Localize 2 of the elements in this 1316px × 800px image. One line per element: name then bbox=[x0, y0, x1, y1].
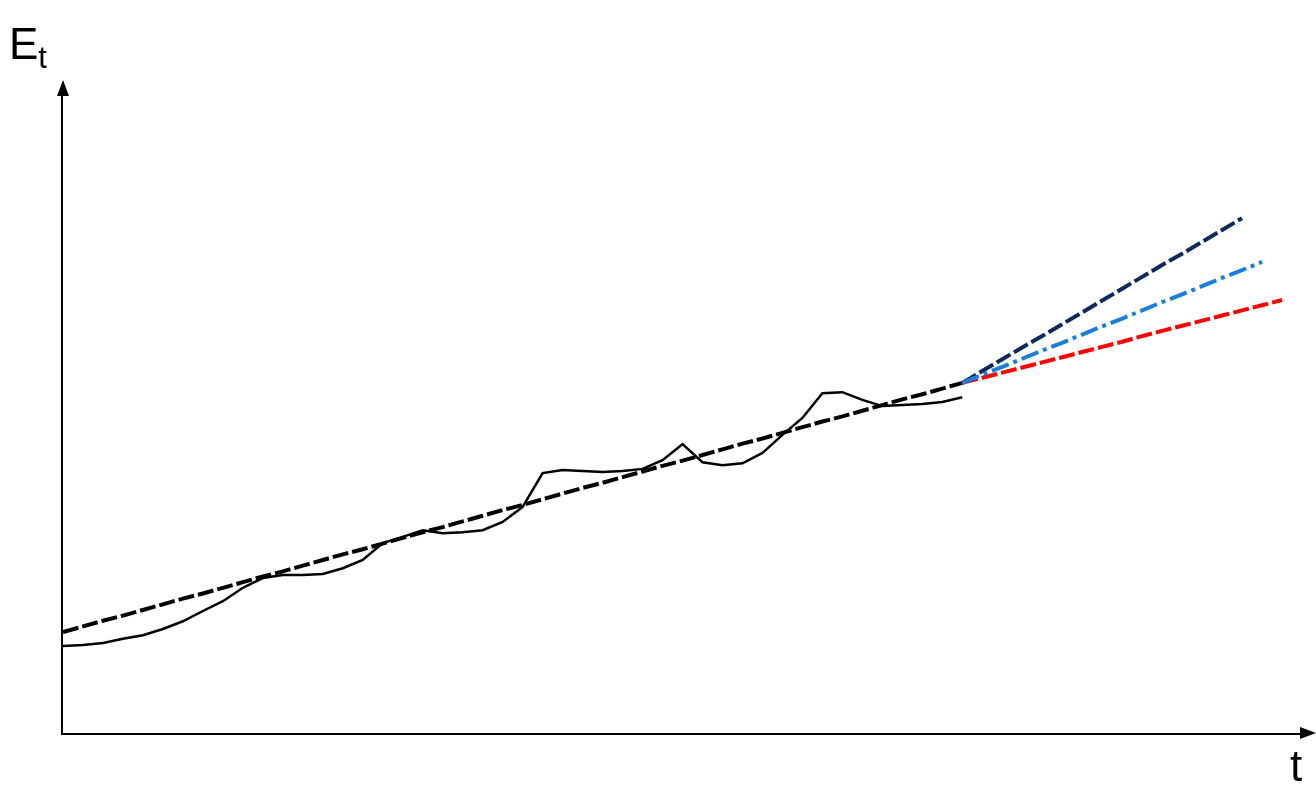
x-axis-title: t bbox=[1290, 741, 1303, 790]
y-axis-title: E$_{t}$ bbox=[9, 19, 48, 76]
